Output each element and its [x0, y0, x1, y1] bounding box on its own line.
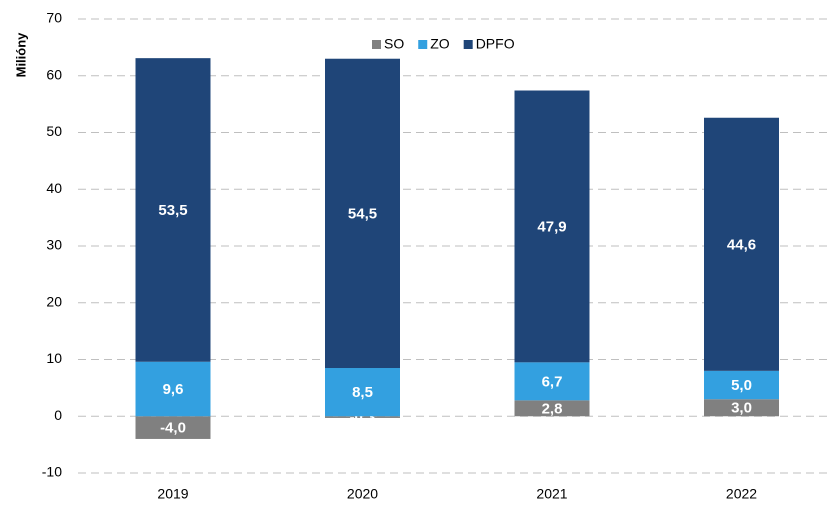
y-axis-label: Milióny [13, 32, 28, 78]
y-tick-label: 30 [46, 237, 62, 253]
bar-segment [704, 370, 779, 400]
value-label: 9,6 [163, 381, 184, 398]
y-tick-label: 70 [46, 10, 62, 26]
x-tick-label: 2020 [347, 486, 378, 502]
bar-segment [514, 90, 590, 363]
x-tick-label: 2022 [726, 486, 757, 502]
y-tick-label: 20 [46, 293, 62, 309]
value-label: 6,7 [542, 373, 563, 390]
legend-swatch [372, 40, 381, 49]
value-label: 53,5 [158, 202, 187, 219]
value-label: 3,0 [731, 400, 752, 417]
bar-segment [325, 58, 400, 369]
x-tick-label: 2019 [157, 486, 188, 502]
bar-segment [135, 416, 211, 439]
value-label: 44,6 [727, 236, 756, 253]
y-tick-label: 10 [46, 350, 62, 366]
bar-segment [514, 362, 590, 401]
legend-label: SO [384, 36, 404, 52]
y-tick-label: 60 [46, 66, 62, 82]
y-tick-label: 0 [54, 407, 62, 423]
value-label: -4,0 [160, 420, 186, 437]
legend-label: DPFO [476, 36, 515, 52]
bar-segment [135, 58, 211, 362]
bar-segment [135, 361, 211, 417]
bar-segment [704, 117, 779, 371]
value-label: 54,5 [348, 205, 377, 222]
y-tick-label: -10 [42, 464, 62, 480]
bar-segment [325, 416, 400, 418]
value-label: 5,0 [731, 377, 752, 394]
bar-segment [704, 399, 779, 417]
bar-segment [514, 400, 590, 417]
x-tick-label: 2021 [536, 486, 567, 502]
y-tick-label: 40 [46, 180, 62, 196]
y-tick-label: 50 [46, 123, 62, 139]
value-label: 8,5 [352, 384, 373, 401]
value-label: 47,9 [537, 218, 566, 235]
bar-segment [325, 368, 400, 417]
legend-swatch [463, 40, 473, 49]
legend-swatch [418, 40, 428, 49]
value-label: 2,8 [542, 400, 563, 417]
legend-label: ZO [430, 36, 450, 52]
